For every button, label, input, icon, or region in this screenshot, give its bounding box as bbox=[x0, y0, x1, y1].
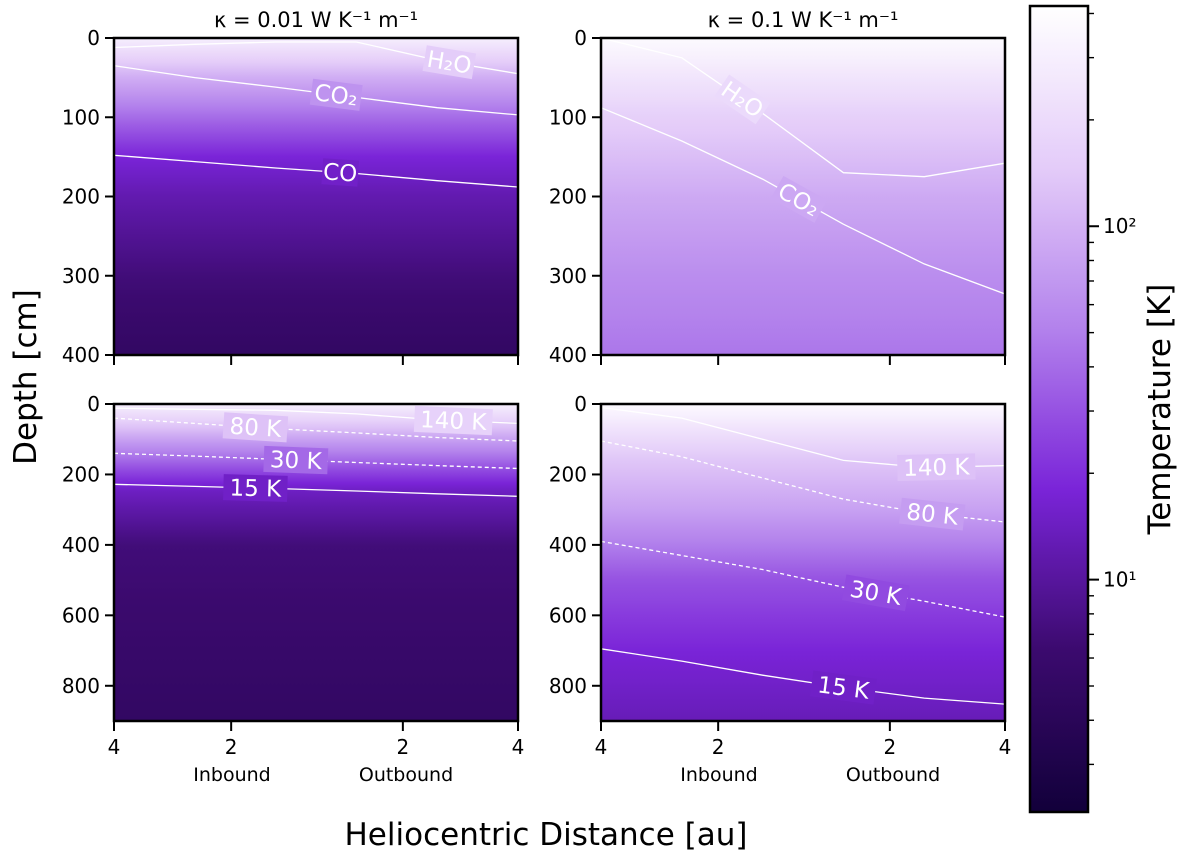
y-tick-label: 300 bbox=[549, 264, 587, 288]
contour-label-background bbox=[899, 497, 966, 531]
orbit-label-outbound-right: Outbound bbox=[846, 764, 940, 786]
y-tick-label: 0 bbox=[87, 26, 100, 50]
panel-frame bbox=[599, 402, 1007, 723]
y-tick-label: 200 bbox=[549, 185, 587, 209]
orbit-label-inbound-left: Inbound bbox=[193, 764, 270, 786]
y-tick-label: 0 bbox=[574, 26, 587, 50]
contour-label-background bbox=[422, 45, 477, 80]
y-tick-label: 100 bbox=[549, 105, 587, 129]
contour-label-background bbox=[809, 670, 877, 705]
contour-label: 15 K bbox=[229, 475, 282, 502]
contour-label: CO bbox=[322, 159, 358, 187]
contour-label-background bbox=[222, 412, 289, 443]
y-tick-label: 0 bbox=[87, 392, 100, 416]
contour-line bbox=[601, 540, 1005, 618]
colorbar: 10¹ 10² bbox=[1028, 4, 1136, 814]
x-tick-label: 4 bbox=[595, 735, 608, 759]
y-tick-label: 600 bbox=[62, 603, 100, 627]
contour-label-background bbox=[841, 574, 910, 612]
contour-line bbox=[601, 38, 1005, 178]
y-tick-label: 400 bbox=[62, 343, 100, 367]
y-tick-label: 800 bbox=[549, 674, 587, 698]
contour-label-background bbox=[223, 474, 288, 502]
orbit-label-inbound-right: Inbound bbox=[680, 764, 757, 786]
x-tick-label: 4 bbox=[512, 735, 525, 759]
contour-label-background bbox=[263, 445, 329, 475]
y-tick-label: 200 bbox=[549, 462, 587, 486]
contour-label: 30 K bbox=[269, 447, 323, 475]
y-tick-label: 100 bbox=[62, 105, 100, 129]
orbit-label-outbound-left: Outbound bbox=[359, 764, 453, 786]
contour-line bbox=[114, 154, 518, 188]
colorbar-scale bbox=[1028, 4, 1090, 814]
title-left-panel: κ = 0.01 W K⁻¹ m⁻¹ bbox=[214, 8, 418, 32]
contour-line bbox=[114, 452, 518, 470]
x-axis-label: Heliocentric Distance [au] bbox=[345, 817, 748, 853]
panel-bottom-left: 140 K 80 K 30 K15 K 0 200 400 600 800 4 2 2 4 bbox=[62, 392, 525, 759]
contour-label: 80 K bbox=[905, 499, 960, 531]
contour-label: 140 K bbox=[420, 407, 488, 436]
surface-heating bbox=[186, 38, 446, 96]
x-tick-label: 2 bbox=[883, 735, 896, 759]
colorbar-label: Temperature [K] bbox=[1142, 284, 1178, 536]
contour-label-background bbox=[309, 78, 363, 111]
title-right-panel: κ = 0.1 W K⁻¹ m⁻¹ bbox=[708, 8, 899, 32]
y-tick-label: 400 bbox=[549, 343, 587, 367]
contour-label-background bbox=[321, 158, 360, 187]
contour-label-background bbox=[897, 453, 976, 481]
y-axis-label: Depth [cm] bbox=[8, 289, 44, 465]
y-tick-label: 200 bbox=[62, 185, 100, 209]
colorbar-tick-label: 10¹ bbox=[1103, 568, 1136, 592]
x-tick-label: 4 bbox=[108, 735, 121, 759]
contour-label-background bbox=[413, 405, 493, 436]
contour-line bbox=[114, 483, 518, 497]
y-tick-label: 400 bbox=[549, 533, 587, 557]
x-tick-label: 2 bbox=[396, 735, 409, 759]
contour-label: 140 K bbox=[903, 454, 971, 481]
contour-line bbox=[601, 648, 1005, 705]
y-tick-label: 800 bbox=[62, 674, 100, 698]
y-tick-label: 0 bbox=[574, 392, 587, 416]
colorbar-tick-label: 10² bbox=[1103, 214, 1136, 238]
y-tick-label: 600 bbox=[549, 603, 587, 627]
y-tick-label: 200 bbox=[62, 462, 100, 486]
x-tick-label: 2 bbox=[225, 735, 238, 759]
panel-frame bbox=[112, 402, 520, 723]
y-tick-label: 400 bbox=[62, 533, 100, 557]
x-tick-label: 4 bbox=[999, 735, 1012, 759]
contour-label: CO₂ bbox=[313, 80, 359, 111]
contour-label-background bbox=[714, 74, 771, 125]
contour-line bbox=[114, 417, 518, 442]
x-tick-label: 2 bbox=[712, 735, 725, 759]
contour-label-background bbox=[770, 175, 828, 223]
y-tick-label: 300 bbox=[62, 264, 100, 288]
contour-label: 80 K bbox=[229, 414, 283, 443]
